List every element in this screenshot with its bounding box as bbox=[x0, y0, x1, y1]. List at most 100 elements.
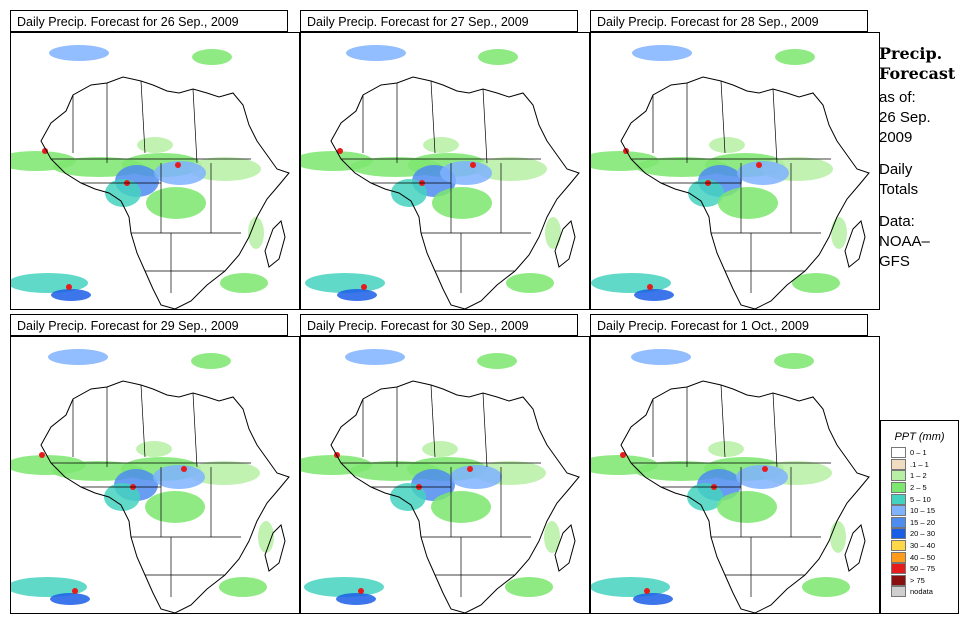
precip-area bbox=[431, 491, 491, 523]
heavy-precip-spot bbox=[181, 466, 187, 472]
source-line1: NOAA– bbox=[879, 233, 930, 250]
daily-label: Daily bbox=[879, 161, 913, 178]
legend-item: .1 – 1 bbox=[881, 458, 958, 471]
legend-label: 10 – 15 bbox=[910, 506, 936, 516]
precip-area bbox=[346, 45, 406, 61]
country-border bbox=[140, 384, 146, 458]
precip-area bbox=[154, 161, 206, 185]
legend-label: 15 – 20 bbox=[910, 517, 936, 527]
africa-map bbox=[591, 349, 870, 613]
legend-swatch bbox=[891, 470, 906, 482]
madagascar-outline bbox=[264, 524, 286, 572]
legend-title: PPT (mm) bbox=[894, 431, 945, 443]
legend-label: 1 – 2 bbox=[910, 471, 927, 481]
side-title: Precip. Forecast bbox=[879, 44, 963, 84]
legend-label: nodata bbox=[910, 587, 933, 597]
precip-area bbox=[830, 521, 846, 553]
precip-area bbox=[337, 289, 377, 301]
source-line2: GFS bbox=[879, 253, 910, 270]
legend-label: > 75 bbox=[910, 575, 925, 585]
heavy-precip-spot bbox=[361, 284, 367, 290]
side-title-line2: Forecast bbox=[879, 64, 956, 83]
heavy-precip-spot bbox=[337, 148, 343, 154]
precip-area bbox=[220, 273, 268, 293]
precip-area bbox=[219, 577, 267, 597]
precip-area bbox=[305, 273, 385, 293]
madagascar-outline bbox=[554, 220, 576, 268]
legend-item: nodata bbox=[881, 586, 958, 598]
country-border bbox=[720, 80, 726, 154]
heavy-precip-spot bbox=[72, 588, 78, 594]
panel-title: Daily Precip. Forecast for 26 Sep., 2009 bbox=[10, 10, 288, 32]
country-border bbox=[192, 392, 198, 468]
precip-map bbox=[590, 32, 880, 310]
legend-swatch bbox=[891, 528, 906, 540]
precip-area bbox=[391, 179, 427, 207]
forecast-panel: Daily Precip. Forecast for 28 Sep., 2009 bbox=[590, 10, 880, 310]
heavy-precip-spot bbox=[647, 284, 653, 290]
precip-area bbox=[708, 441, 744, 457]
legend-swatch bbox=[891, 563, 906, 575]
panel-title: Daily Precip. Forecast for 1 Oct., 2009 bbox=[590, 314, 868, 336]
precip-area bbox=[145, 491, 205, 523]
precip-area bbox=[632, 45, 692, 61]
heavy-precip-spot bbox=[358, 588, 364, 594]
africa-map bbox=[11, 349, 290, 613]
heavy-precip-spot bbox=[42, 148, 48, 154]
country-border bbox=[772, 392, 778, 468]
africa-map bbox=[591, 45, 870, 309]
precip-area bbox=[189, 157, 261, 181]
legend-label: .1 – 1 bbox=[910, 459, 929, 469]
africa-map bbox=[301, 349, 580, 613]
precip-area bbox=[450, 465, 502, 489]
legend-swatch bbox=[891, 551, 906, 563]
precip-area bbox=[633, 593, 673, 605]
precip-area bbox=[737, 161, 789, 185]
legend-item: 40 – 50 bbox=[881, 551, 958, 563]
precip-area bbox=[146, 187, 206, 219]
forecast-panel: Daily Precip. Forecast for 30 Sep., 2009 bbox=[300, 314, 590, 614]
panel-title: Daily Precip. Forecast for 29 Sep., 2009 bbox=[10, 314, 288, 336]
madagascar-outline bbox=[264, 220, 286, 268]
heavy-precip-spot bbox=[756, 162, 762, 168]
precip-area bbox=[688, 179, 724, 207]
precip-area bbox=[506, 273, 554, 293]
precip-area bbox=[336, 593, 376, 605]
legend-label: 30 – 40 bbox=[910, 541, 936, 551]
legend-item: 0 – 1 bbox=[881, 447, 958, 459]
heavy-precip-spot bbox=[620, 452, 626, 458]
country-border bbox=[772, 88, 778, 164]
precip-area bbox=[422, 441, 458, 457]
heavy-precip-spot bbox=[644, 588, 650, 594]
legend-label: 40 – 50 bbox=[910, 552, 936, 562]
precip-area bbox=[390, 483, 426, 511]
as-of-date-line1: 26 Sep. bbox=[879, 109, 931, 126]
legend-item: 5 – 10 bbox=[881, 493, 958, 505]
precip-area bbox=[136, 441, 172, 457]
precip-area bbox=[634, 289, 674, 301]
precip-area bbox=[345, 349, 405, 365]
madagascar-outline bbox=[844, 220, 866, 268]
precip-area bbox=[50, 593, 90, 605]
precip-area bbox=[717, 491, 777, 523]
precip-area bbox=[304, 577, 384, 597]
precip-area bbox=[51, 289, 91, 301]
heavy-precip-spot bbox=[762, 466, 768, 472]
precip-area bbox=[505, 577, 553, 597]
precip-map bbox=[590, 336, 880, 614]
precip-area bbox=[48, 349, 108, 365]
legend-item: 15 – 20 bbox=[881, 516, 958, 529]
legend-swatch bbox=[891, 493, 906, 505]
data-label: Data: bbox=[879, 213, 915, 230]
precip-map bbox=[10, 336, 300, 614]
precip-area bbox=[792, 273, 840, 293]
legend-item: 1 – 2 bbox=[881, 470, 958, 482]
country-border bbox=[140, 80, 146, 154]
forecast-panel: Daily Precip. Forecast for 29 Sep., 2009 bbox=[10, 314, 300, 614]
africa-map bbox=[11, 45, 290, 309]
precip-area bbox=[153, 465, 205, 489]
precip-area bbox=[631, 349, 691, 365]
legend-label: 50 – 75 bbox=[910, 564, 936, 574]
